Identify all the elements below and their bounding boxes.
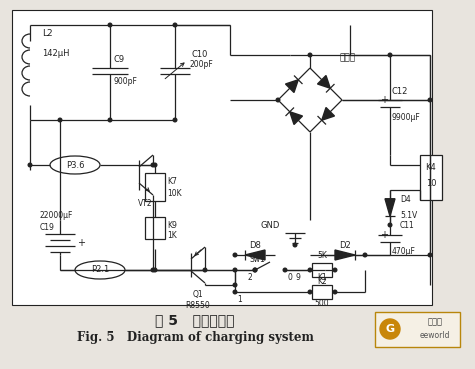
Text: C9: C9 [113,55,124,64]
Text: 5.1V: 5.1V [400,211,417,220]
Circle shape [333,268,337,272]
Text: +: + [77,238,85,248]
Bar [375,312,460,347]
Circle shape [108,118,112,122]
Text: K9: K9 [167,221,177,230]
Text: 2: 2 [247,273,252,283]
Circle shape [380,319,400,339]
Polygon shape [285,80,298,88]
Polygon shape [245,250,265,260]
Ellipse shape [50,156,100,174]
Polygon shape [290,80,298,93]
Text: GND: GND [261,221,280,231]
Bar [145,217,165,239]
Polygon shape [290,112,303,120]
Text: C10: C10 [191,50,208,59]
Polygon shape [322,76,330,88]
Text: 5K: 5K [317,252,327,261]
Text: 1K: 1K [167,231,177,239]
Text: 900pF: 900pF [113,77,137,86]
Text: K7: K7 [167,176,177,186]
Text: 142μH: 142μH [42,48,69,58]
Text: 10K: 10K [167,189,181,197]
Circle shape [233,290,237,294]
Text: 图 5   充电系统图: 图 5 充电系统图 [155,313,235,327]
Circle shape [428,253,432,257]
Circle shape [333,290,337,294]
Text: 22000μF: 22000μF [40,210,73,220]
Text: 0: 0 [287,273,293,283]
Text: 10: 10 [426,179,436,187]
Text: 1: 1 [238,296,242,304]
Text: eeworld: eeworld [420,331,450,339]
Circle shape [173,118,177,122]
Text: P2.1: P2.1 [91,266,109,275]
Polygon shape [322,107,330,120]
Text: K1: K1 [317,273,327,283]
Circle shape [233,253,237,257]
Bar [312,285,332,299]
Circle shape [233,283,237,287]
Text: G: G [385,324,395,334]
Circle shape [233,268,237,272]
Text: VT2: VT2 [138,199,152,207]
Text: C12: C12 [392,86,408,96]
Polygon shape [322,112,334,120]
Circle shape [388,223,392,227]
Circle shape [308,290,312,294]
Text: K2: K2 [317,277,327,286]
Circle shape [253,268,257,272]
Bar [312,263,332,277]
Text: P3.6: P3.6 [66,161,84,169]
Text: 470μF: 470μF [392,248,416,256]
Circle shape [293,243,297,247]
Text: 9900μF: 9900μF [392,113,421,121]
Circle shape [153,163,157,167]
Circle shape [283,268,287,272]
Text: 500: 500 [314,300,329,308]
Circle shape [203,268,207,272]
Polygon shape [385,199,395,216]
Ellipse shape [75,261,125,279]
Circle shape [151,268,155,272]
Text: D4: D4 [400,195,411,204]
Bar [145,173,165,201]
Text: +: + [380,95,388,105]
Text: 9: 9 [295,273,300,283]
Circle shape [428,98,432,102]
Polygon shape [290,112,298,124]
Circle shape [308,268,312,272]
Bar [12,10,432,305]
Circle shape [173,23,177,27]
Text: K4: K4 [426,162,437,172]
Circle shape [108,23,112,27]
Text: Q1: Q1 [193,290,203,300]
Text: R8550: R8550 [186,300,210,310]
Text: D2: D2 [339,241,351,251]
Text: L2: L2 [42,28,53,38]
Text: 200pF: 200pF [189,60,213,69]
Text: D8: D8 [249,241,261,251]
Polygon shape [317,80,330,88]
Circle shape [253,268,257,272]
Circle shape [276,98,280,102]
Circle shape [58,118,62,122]
Text: Fig. 5   Diagram of charging system: Fig. 5 Diagram of charging system [76,331,314,345]
Circle shape [388,53,392,57]
Circle shape [308,53,312,57]
Text: 电子工: 电子工 [428,317,443,327]
Circle shape [153,268,157,272]
Text: 整流桥: 整流桥 [340,54,356,62]
Text: C19: C19 [40,224,55,232]
Circle shape [28,163,32,167]
Circle shape [363,253,367,257]
Text: C11: C11 [400,221,415,230]
Circle shape [151,163,155,167]
Text: Sw1: Sw1 [250,255,266,265]
Polygon shape [335,250,355,260]
Text: +: + [380,230,388,240]
Bar [420,155,442,200]
